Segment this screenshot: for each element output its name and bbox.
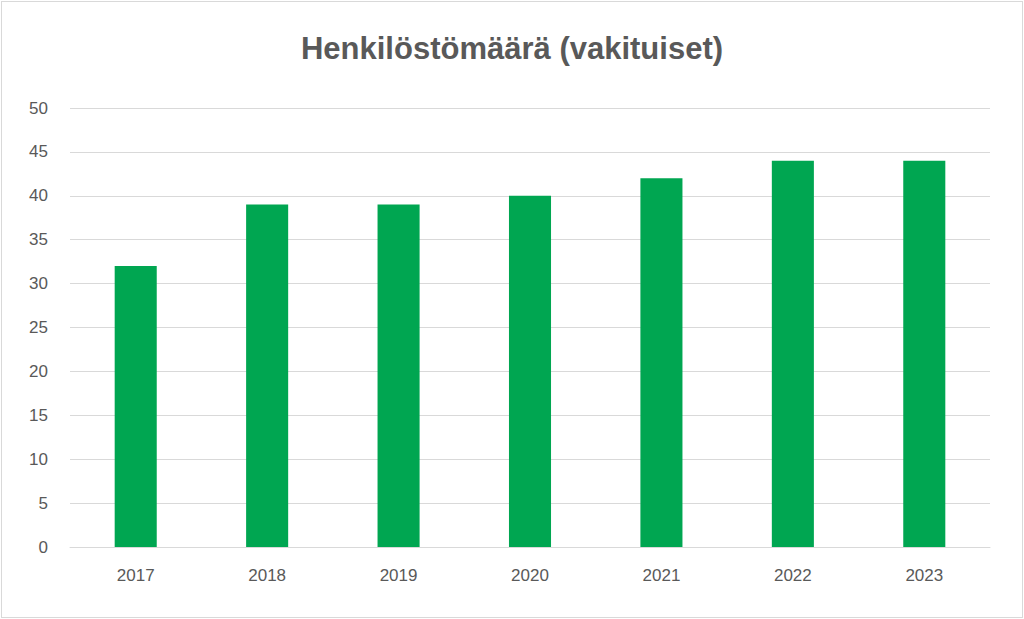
svg-text:2019: 2019: [380, 566, 418, 585]
svg-text:2017: 2017: [117, 566, 155, 585]
svg-text:45: 45: [29, 142, 48, 161]
svg-text:Henkilöstömäärä (vakituiset): Henkilöstömäärä (vakituiset): [301, 31, 723, 66]
svg-text:2020: 2020: [511, 566, 549, 585]
svg-text:5: 5: [39, 494, 48, 513]
svg-text:10: 10: [29, 450, 48, 469]
svg-text:2023: 2023: [905, 566, 943, 585]
svg-text:2022: 2022: [774, 566, 812, 585]
svg-text:0: 0: [39, 538, 48, 557]
svg-text:15: 15: [29, 406, 48, 425]
svg-text:50: 50: [29, 99, 48, 118]
svg-text:2018: 2018: [248, 566, 286, 585]
svg-text:20: 20: [29, 362, 48, 381]
svg-text:40: 40: [29, 186, 48, 205]
svg-text:25: 25: [29, 318, 48, 337]
svg-text:30: 30: [29, 274, 48, 293]
svg-text:35: 35: [29, 230, 48, 249]
svg-text:2021: 2021: [643, 566, 681, 585]
